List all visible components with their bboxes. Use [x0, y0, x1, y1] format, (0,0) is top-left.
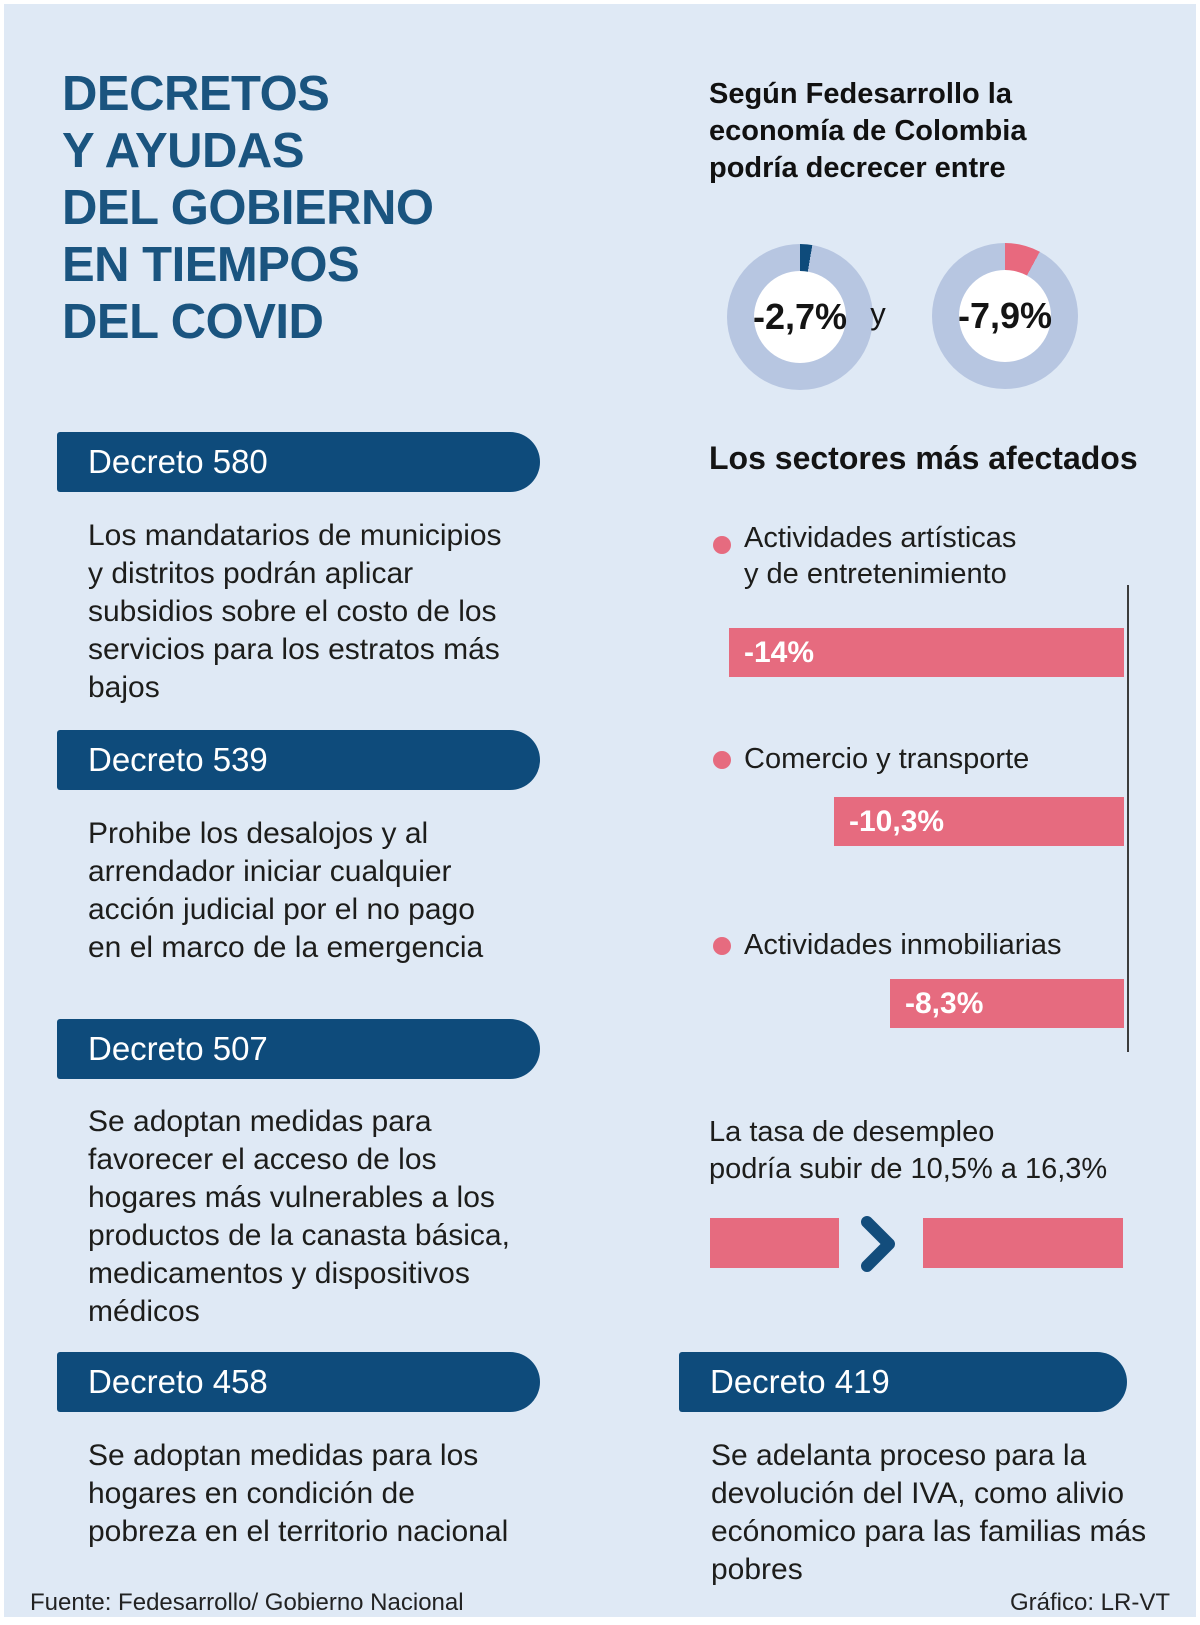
decree-banner-419-label: Decreto 419: [710, 1363, 890, 1400]
chevron-right-icon: [861, 1216, 895, 1272]
graphic-credit: Gráfico: LR-VT: [1009, 1589, 1170, 1616]
donut-low-value: -2,7%: [752, 296, 848, 337]
donut-high-hole: -7,9%: [957, 270, 1053, 362]
decree-458-description: Se adoptan medidas para los hogares en c…: [88, 1439, 509, 1548]
decree-580-description: Los mandatarios de municipios y distrito…: [88, 519, 502, 704]
bar-baseline-axis: [1127, 585, 1129, 1052]
source-credit: Fuente: Fedesarrollo/ Gobierno Nacional: [30, 1589, 464, 1616]
decree-banner-539-label: Decreto 539: [88, 741, 268, 778]
bullet-icon: [713, 751, 731, 769]
unemployment-text: La tasa de desempleo podría subir de 10,…: [709, 1116, 1108, 1185]
unemployment-bar-to: [923, 1218, 1123, 1268]
sector-label-realestate: Actividades inmobiliarias: [744, 929, 1062, 961]
decree-banner-507-label: Decreto 507: [88, 1030, 268, 1067]
decree-banner-458: Decreto 458: [57, 1352, 540, 1412]
sector-label-commerce: Comercio y transporte: [744, 743, 1030, 775]
sector-bar-realestate-value: -8,3%: [905, 986, 984, 1020]
decree-banner-507: Decreto 507: [57, 1019, 540, 1079]
donut-high-value: -7,9%: [957, 295, 1053, 336]
decree-banner-539: Decreto 539: [57, 730, 540, 790]
donut-chart-high: -7,9%: [932, 243, 1078, 389]
sector-bar-realestate: -8,3%: [890, 979, 1124, 1028]
bullet-icon: [713, 937, 731, 955]
bullet-icon: [713, 536, 731, 554]
sector-bar-commerce-value: -10,3%: [849, 804, 945, 838]
decree-539-description: Prohibe los desalojos y al arrendador in…: [88, 817, 484, 964]
decree-507-description: Se adoptan medidas para favorecer el acc…: [88, 1105, 510, 1328]
donut-low-hole: -2,7%: [752, 271, 848, 363]
sector-bar-commerce: -10,3%: [834, 797, 1124, 846]
sector-bar-artistic-value: -14%: [744, 635, 815, 669]
decree-banner-580-label: Decreto 580: [88, 443, 268, 480]
decree-banner-419: Decreto 419: [679, 1352, 1127, 1412]
donut-chart-low: -2,7%: [727, 244, 873, 390]
donut-connector-text: y: [870, 296, 886, 331]
page-title: DECRETOS Y AYUDAS DEL GOBIERNO EN TIEMPO…: [62, 67, 434, 349]
unemployment-bar-from: [710, 1218, 839, 1268]
decree-banner-580: Decreto 580: [57, 432, 540, 492]
sectors-heading: Los sectores más afectados: [709, 440, 1138, 476]
sector-bar-artistic: -14%: [729, 628, 1124, 677]
sector-label-artistic: Actividades artísticas y de entretenimie…: [744, 522, 1017, 590]
decree-419-description: Se adelanta proceso para la devolución d…: [711, 1439, 1147, 1586]
decree-banner-458-label: Decreto 458: [88, 1363, 268, 1400]
economy-intro-text: Según Fedesarrollo la economía de Colomb…: [709, 78, 1027, 184]
